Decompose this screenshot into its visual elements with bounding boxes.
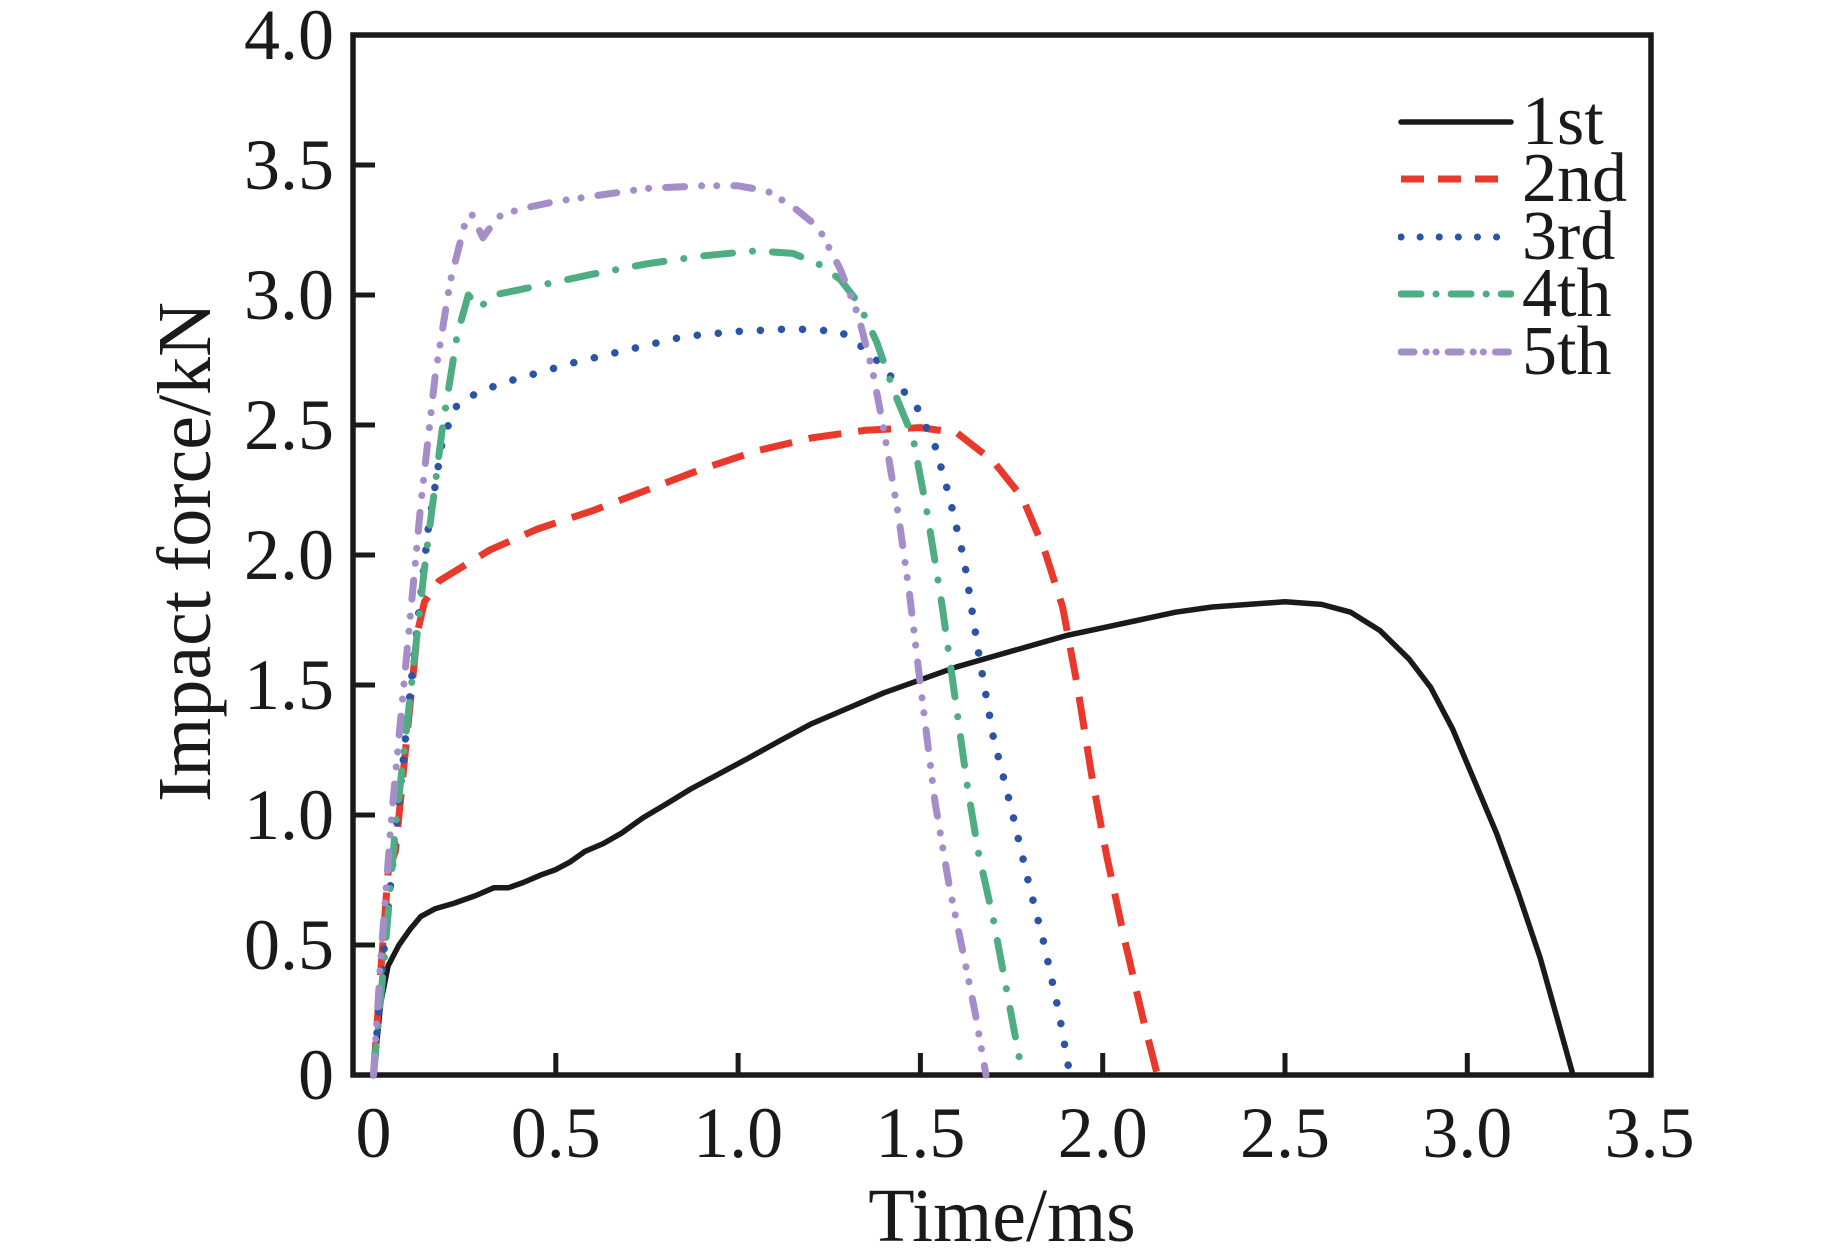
- y-tick-label: 0: [298, 1035, 334, 1115]
- curve-4th: [370, 247, 1026, 1079]
- legend-item-2nd: 2nd: [1398, 140, 1627, 218]
- axis-ticks: [353, 162, 1470, 1075]
- legend: 1st 2nd 3rd 4th 5th: [1398, 82, 1627, 390]
- x-axis-title: Time/ms: [868, 1174, 1136, 1256]
- y-tick-label: 1.0: [244, 775, 334, 855]
- y-tick-label: 2.5: [244, 385, 334, 465]
- legend-line-sample: [1398, 119, 1514, 125]
- y-tick-label: 3.5: [244, 125, 334, 205]
- x-tick-label: 3.0: [1422, 1093, 1513, 1173]
- legend-line-sample: [1398, 233, 1514, 241]
- legend-label: 5th: [1522, 312, 1612, 390]
- legend-line-sample: [1398, 348, 1514, 356]
- x-tick-label: 1.0: [693, 1093, 784, 1173]
- legend-item-1st: 1st: [1398, 82, 1627, 160]
- y-tick-label: 4.0: [244, 0, 334, 75]
- x-tick-label: 0.5: [510, 1093, 601, 1173]
- y-tick-label: 1.5: [244, 645, 334, 725]
- x-tick-label: 2.0: [1057, 1093, 1148, 1173]
- legend-item-4th: 4th: [1398, 255, 1627, 333]
- y-tick-label: 3.0: [244, 255, 334, 335]
- legend-line-sample: [1401, 175, 1511, 183]
- curve-3rd: [369, 325, 1074, 1079]
- legend-line-sample: [1398, 290, 1514, 298]
- y-tick-label: 0.5: [244, 905, 334, 985]
- curve-5th: [370, 182, 990, 1079]
- legend-item-5th: 5th: [1398, 312, 1627, 390]
- curve-1st: [370, 599, 1576, 1078]
- curve-2nd: [370, 424, 1161, 1076]
- x-tick-label: 2.5: [1240, 1093, 1330, 1173]
- legend-label: 2nd: [1522, 140, 1627, 218]
- x-tick-label: 0: [355, 1093, 392, 1173]
- curves: [369, 182, 1576, 1079]
- x-tick-label: 3.5: [1604, 1093, 1695, 1173]
- legend-label: 1st: [1522, 82, 1604, 160]
- legend-item-3rd: 3rd: [1398, 197, 1627, 275]
- legend-label: 3rd: [1522, 197, 1616, 275]
- x-tick-label: 1.5: [875, 1093, 966, 1173]
- legend-label: 4th: [1522, 255, 1612, 333]
- y-axis-title: Impact force/kN: [143, 301, 227, 803]
- y-tick-label: 2.0: [244, 515, 334, 595]
